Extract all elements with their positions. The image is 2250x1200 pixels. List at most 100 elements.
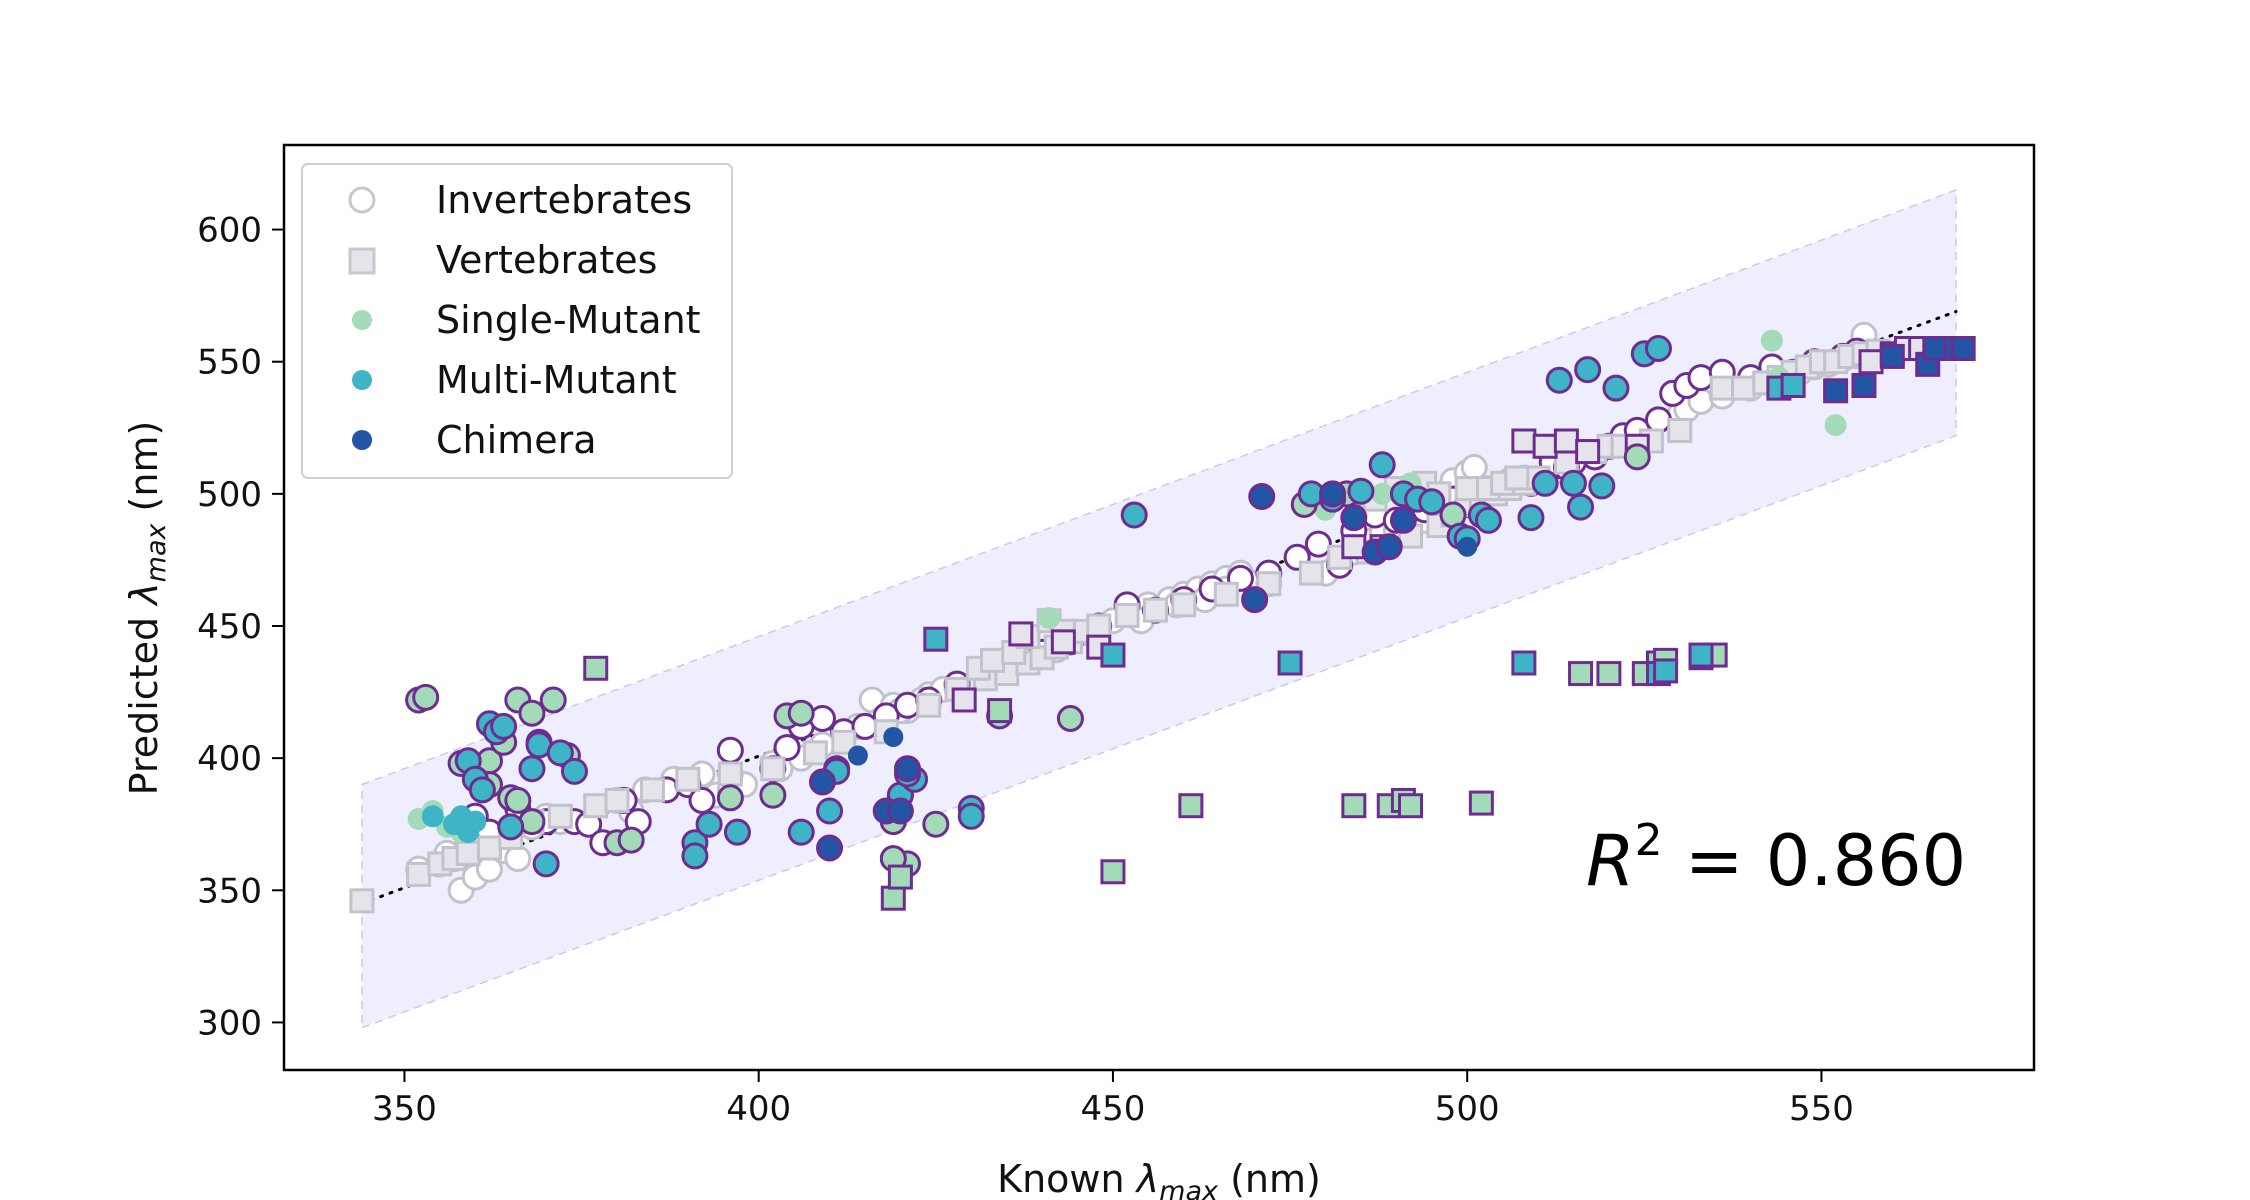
- multi-mutant-squares-point: [1277, 650, 1303, 676]
- multi-mutant-purple-point: [1517, 504, 1545, 532]
- vertebrates-point: [349, 888, 375, 914]
- vertebrates-point: [1213, 581, 1239, 607]
- chimera-point: [883, 727, 904, 747]
- single-mutant-squares-point: [1341, 793, 1367, 819]
- y-tick-label: 600: [197, 211, 262, 251]
- multi-mutant-purple-point: [546, 739, 574, 767]
- legend-label-multi-mutant: Multi-Mutant: [436, 358, 677, 402]
- chimera-squares-point: [1851, 373, 1877, 398]
- vertebrates-point: [831, 729, 857, 755]
- multi-mutant-purple-point: [1602, 374, 1630, 402]
- chimera-squares-point: [1950, 336, 1976, 361]
- multi-mutant-purple-point: [957, 802, 985, 830]
- vertebrates-point: [1142, 597, 1168, 623]
- chimera-purple-point: [893, 755, 921, 783]
- single-mutant-squares-point: [887, 864, 913, 890]
- chimera-purple-point: [886, 797, 914, 825]
- legend-marker-invertebrates: [348, 186, 376, 214]
- r-squared-annotation: R2 = 0.860: [1586, 815, 1966, 902]
- vertebrates-point: [1454, 476, 1480, 502]
- vertebrates-point: [455, 840, 481, 866]
- vertebrates-purple-point: [1008, 621, 1034, 647]
- x-tick-label: 550: [1789, 1089, 1854, 1129]
- data-points: [349, 321, 1976, 914]
- multi-mutant-purple-point: [490, 712, 518, 740]
- multi-mutant-purple-point: [1644, 335, 1672, 362]
- legend-marker-vertebrates: [348, 247, 376, 275]
- invertebrates-point: [1460, 453, 1488, 481]
- invertebrates-purple-point: [1304, 530, 1332, 558]
- x-tick-label: 350: [372, 1089, 437, 1129]
- multi-mutant-purple-point: [1418, 488, 1446, 516]
- vertebrates-point: [476, 835, 502, 861]
- chimera-purple-point: [1241, 586, 1269, 614]
- single-mutant-squares-point: [880, 885, 906, 911]
- multi-mutant-point: [464, 810, 487, 833]
- vertebrates-point: [1731, 375, 1757, 401]
- chimera-purple-point: [808, 768, 836, 796]
- legend-label-vertebrates: Vertebrates: [436, 238, 657, 282]
- plot-area: [349, 188, 1976, 1029]
- multi-mutant-purple-point: [1545, 366, 1573, 394]
- chimera-purple-point: [1389, 506, 1417, 534]
- single-mutant-squares-point: [987, 698, 1013, 724]
- chimera-purple-point: [816, 834, 844, 862]
- multi-mutant-squares-point: [1653, 658, 1679, 684]
- single-mutant-squares-point: [583, 655, 609, 681]
- vertebrates-point: [1114, 602, 1140, 628]
- multi-mutant-squares-point: [923, 626, 949, 652]
- vertebrates-point: [583, 793, 609, 819]
- multi-mutant-purple-point: [787, 818, 815, 846]
- single-mutant-point: [1038, 607, 1061, 630]
- multi-mutant-purple-point: [681, 842, 709, 870]
- vertebrates-purple-point: [1858, 349, 1884, 375]
- multi-mutant-purple-point: [695, 810, 723, 838]
- multi-mutant-purple-point: [723, 818, 751, 846]
- vertebrates-point: [717, 761, 743, 787]
- x-axis-ticks: 350 400 450 500 550: [372, 1070, 1854, 1129]
- single-mutant-purple-point: [922, 810, 950, 838]
- single-mutant-point: [1760, 329, 1783, 352]
- multi-mutant-purple-point: [468, 776, 496, 804]
- vertebrates-point: [1171, 592, 1197, 618]
- legend-label-invertebrates: Invertebrates: [436, 178, 692, 222]
- invertebrates-purple-point: [716, 736, 744, 764]
- single-mutant-purple-point: [518, 699, 546, 727]
- vertebrates-purple-point: [1050, 629, 1076, 655]
- multi-mutant-purple-point: [1474, 506, 1502, 534]
- chimera-purple-point: [1248, 483, 1276, 510]
- x-axis-label: Known λmax (nm): [997, 1157, 1321, 1200]
- y-tick-label: 500: [197, 475, 262, 515]
- y-tick-label: 400: [197, 739, 262, 779]
- single-mutant-purple-point: [1623, 443, 1651, 471]
- vertebrates-point: [1256, 571, 1282, 597]
- multi-mutant-purple-point: [1567, 493, 1595, 521]
- single-mutant-purple-point: [759, 781, 787, 809]
- multi-mutant-purple-point: [497, 813, 525, 841]
- y-axis-label: Predicted λmax (nm): [122, 421, 172, 796]
- single-mutant-squares-point: [1568, 661, 1594, 687]
- multi-mutant-purple-point: [1347, 477, 1375, 505]
- x-tick-label: 450: [1080, 1089, 1145, 1129]
- multi-mutant-purple-point: [816, 797, 844, 825]
- multi-mutant-squares-point: [1780, 373, 1806, 398]
- single-mutant-purple-point: [1056, 705, 1084, 732]
- multi-mutant-squares-point: [1100, 642, 1126, 668]
- legend-label-single-mutant: Single-Mutant: [436, 298, 701, 342]
- multi-mutant-purple-point: [532, 850, 560, 878]
- vertebrates-purple-point: [951, 687, 977, 713]
- multi-mutant-purple-point: [1559, 469, 1587, 497]
- single-mutant-squares-point: [1178, 793, 1204, 819]
- x-tick-label: 400: [726, 1089, 791, 1129]
- vertebrates-point: [639, 777, 665, 803]
- vertebrates-point: [1709, 375, 1735, 401]
- vertebrates-purple-point: [1575, 439, 1601, 465]
- single-mutant-squares-point: [1468, 790, 1494, 816]
- multi-mutant-purple-point: [1574, 356, 1602, 384]
- invertebrates-point: [504, 845, 532, 873]
- single-mutant-squares-point: [1398, 793, 1424, 819]
- vertebrates-point: [1667, 417, 1693, 443]
- plot-frame: [282, 143, 2036, 1072]
- chimera-point: [1457, 536, 1478, 557]
